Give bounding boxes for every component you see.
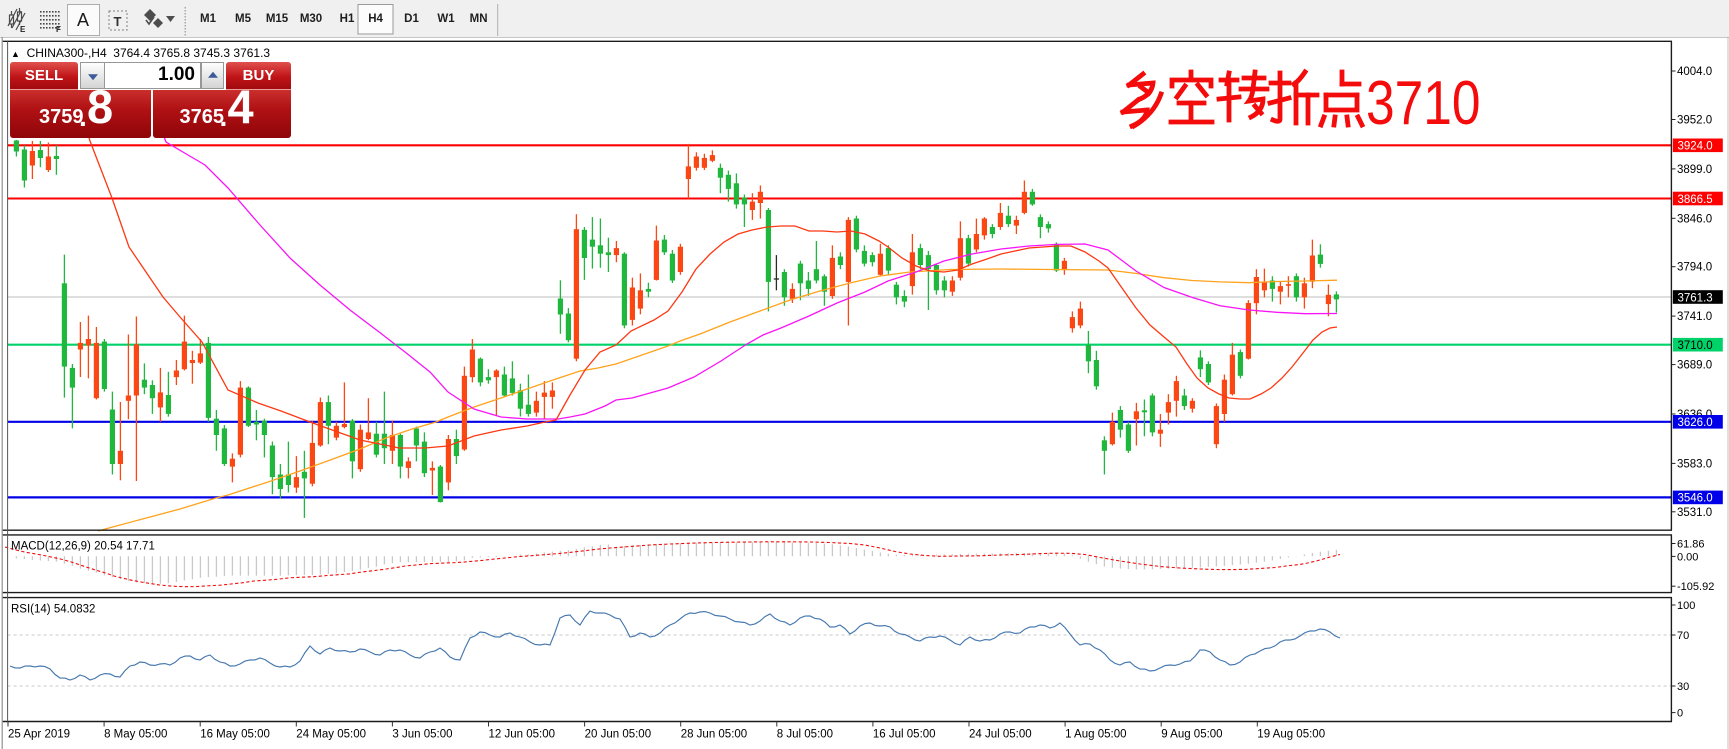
svg-text:3546.0: 3546.0 <box>1678 493 1713 505</box>
svg-text:3741.0: 3741.0 <box>1677 311 1712 323</box>
svg-text:3689.0: 3689.0 <box>1677 360 1712 372</box>
svg-text:0.00: 0.00 <box>1677 551 1698 563</box>
svg-text:9 Aug 05:00: 9 Aug 05:00 <box>1161 729 1222 741</box>
svg-text:3924.0: 3924.0 <box>1678 141 1713 153</box>
svg-text:-105.92: -105.92 <box>1677 581 1714 593</box>
svg-text:8 May 05:00: 8 May 05:00 <box>104 729 167 741</box>
svg-text:70: 70 <box>1677 630 1689 642</box>
svg-text:3899.0: 3899.0 <box>1677 164 1712 176</box>
svg-text:3761.3: 3761.3 <box>1678 292 1713 304</box>
svg-text:MACD(12,26,9) 20.54 17.71: MACD(12,26,9) 20.54 17.71 <box>11 541 155 553</box>
svg-text:1 Aug 05:00: 1 Aug 05:00 <box>1065 729 1126 741</box>
svg-text:24 May 05:00: 24 May 05:00 <box>296 729 366 741</box>
svg-text:12 Jun 05:00: 12 Jun 05:00 <box>489 729 556 741</box>
svg-text:16 May 05:00: 16 May 05:00 <box>200 729 270 741</box>
svg-text:A: A <box>77 10 89 30</box>
svg-text:3626.0: 3626.0 <box>1678 417 1713 429</box>
svg-text:24 Jul 05:00: 24 Jul 05:00 <box>969 729 1032 741</box>
svg-text:3 Jun 05:00: 3 Jun 05:00 <box>392 729 452 741</box>
svg-text:61.86: 61.86 <box>1677 539 1705 551</box>
svg-text:3710: 3710 <box>1366 69 1480 139</box>
svg-text:3846.0: 3846.0 <box>1677 213 1712 225</box>
svg-text:19 Aug 05:00: 19 Aug 05:00 <box>1257 729 1325 741</box>
svg-text:0: 0 <box>1677 708 1683 720</box>
svg-text:F: F <box>56 25 61 34</box>
svg-text:T: T <box>114 14 122 29</box>
svg-text:100: 100 <box>1677 600 1695 612</box>
svg-text:30: 30 <box>1677 681 1689 693</box>
svg-text:16 Jul 05:00: 16 Jul 05:00 <box>873 729 936 741</box>
svg-text:4004.0: 4004.0 <box>1677 66 1712 78</box>
svg-text:25 Apr 2019: 25 Apr 2019 <box>8 729 70 741</box>
svg-text:28 Jun 05:00: 28 Jun 05:00 <box>681 729 748 741</box>
svg-text:3710.0: 3710.0 <box>1678 340 1713 352</box>
svg-text:3531.0: 3531.0 <box>1677 507 1712 519</box>
svg-text:RSI(14) 54.0832: RSI(14) 54.0832 <box>11 604 95 616</box>
svg-text:3866.5: 3866.5 <box>1678 194 1713 206</box>
svg-text:E: E <box>20 25 26 34</box>
svg-text:3952.0: 3952.0 <box>1677 115 1712 127</box>
svg-text:20 Jun 05:00: 20 Jun 05:00 <box>585 729 652 741</box>
svg-text:3794.0: 3794.0 <box>1677 262 1712 274</box>
svg-text:3583.0: 3583.0 <box>1677 458 1712 470</box>
svg-text:8 Jul 05:00: 8 Jul 05:00 <box>777 729 833 741</box>
